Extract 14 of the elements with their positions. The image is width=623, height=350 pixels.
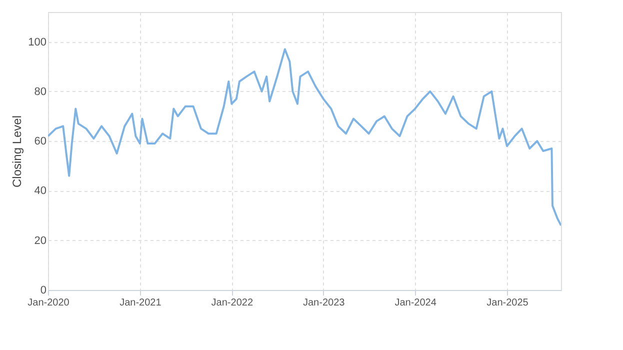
x-tick-label: Jan-2021 (120, 298, 162, 308)
y-tick-label: 60 (34, 136, 46, 148)
y-tick-label: 0 (40, 284, 46, 296)
y-tick-label: 40 (34, 185, 46, 198)
y-tick-label: 100 (28, 36, 46, 48)
x-tick-label: Jan-2020 (28, 298, 70, 308)
x-tick-label: Jan-2025 (486, 298, 529, 308)
y-tick-label: 20 (34, 234, 46, 247)
y-axis-title: Closing Level (10, 115, 24, 188)
x-tick-label: Jan-2023 (302, 298, 346, 308)
x-tick-label: Jan-2022 (211, 298, 254, 308)
x-tick-label: Jan-2024 (394, 298, 437, 308)
line-series (48, 48, 561, 226)
y-tick-label: 80 (34, 86, 46, 98)
